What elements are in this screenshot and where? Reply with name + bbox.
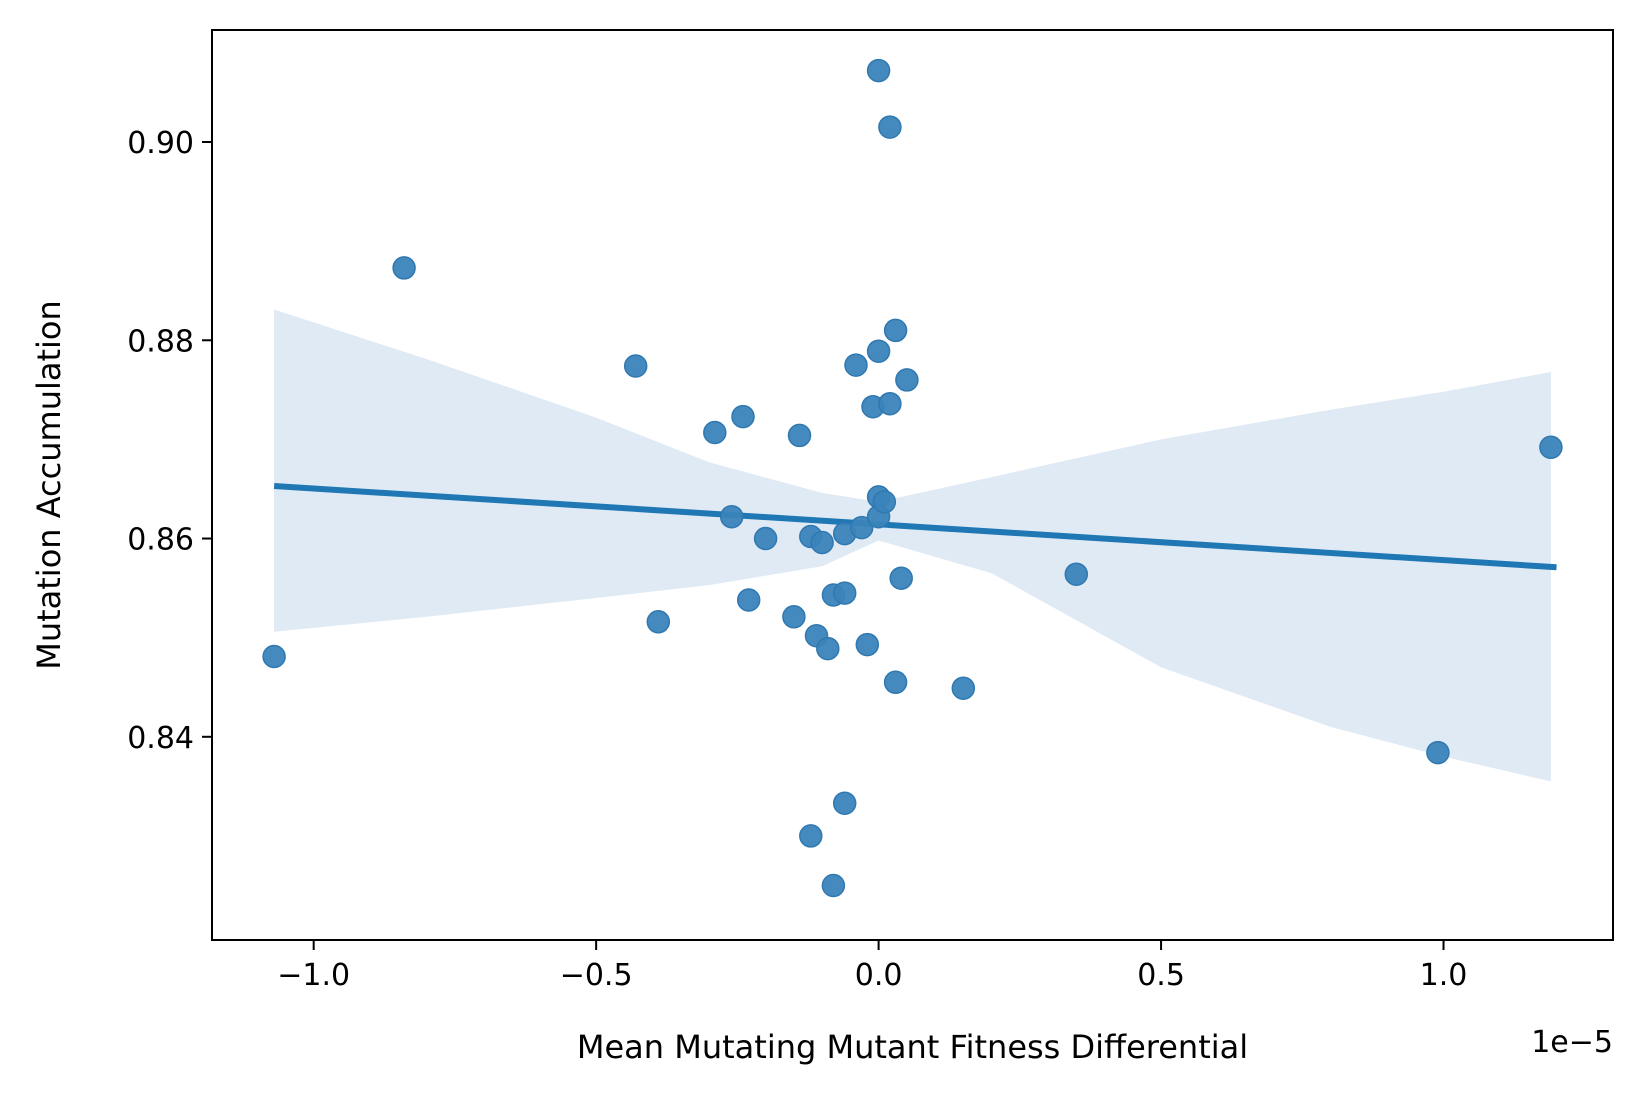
- data-point-33: [883, 670, 908, 695]
- data-point-39: [1539, 435, 1563, 460]
- data-point-7: [736, 588, 761, 612]
- data-point-18: [832, 581, 857, 605]
- data-point-1: [392, 256, 416, 280]
- data-point-17: [821, 873, 846, 898]
- x-tick-label: −0.5: [560, 958, 633, 993]
- y-tick-label: 0.84: [127, 721, 194, 756]
- plot-frame: [211, 29, 1614, 941]
- data-point-9: [782, 605, 806, 629]
- regression-line: [273, 482, 1557, 571]
- data-point-15: [816, 636, 840, 661]
- x-tick-label: 1.0: [1420, 958, 1468, 993]
- data-point-23: [855, 632, 880, 657]
- data-point-8: [753, 526, 778, 551]
- data-point-38: [1426, 740, 1450, 765]
- data-point-4: [703, 420, 727, 445]
- data-point-31: [878, 391, 902, 416]
- data-point-3: [646, 610, 671, 634]
- data-point-10: [787, 423, 812, 448]
- y-tick-label: 0.86: [127, 523, 194, 558]
- data-point-0: [262, 644, 286, 669]
- confidence-band: [274, 309, 1551, 782]
- confidence-band-layer: [274, 309, 1551, 782]
- y-ticks-layer: 0.84 0.86 0.88 0.90: [127, 126, 212, 756]
- x-ticks-layer: −1.0 −0.5 0.0 0.5 1.0: [277, 940, 1467, 993]
- data-point-29: [872, 490, 897, 514]
- data-point-32: [883, 318, 908, 343]
- data-point-36: [951, 676, 976, 700]
- y-tick-label: 0.88: [127, 324, 194, 359]
- data-point-14: [810, 530, 834, 555]
- data-point-34: [889, 566, 913, 590]
- data-point-25: [866, 339, 891, 363]
- data-point-12: [799, 824, 823, 848]
- data-point-30: [878, 115, 902, 139]
- data-point-22: [849, 515, 874, 540]
- regression-line-layer: [273, 482, 1557, 571]
- y-tick-label: 0.90: [127, 126, 194, 161]
- y-axis-label: Mutation Accumulation: [30, 300, 68, 670]
- x-tick-label: 0.0: [855, 958, 903, 993]
- data-point-2: [623, 354, 648, 378]
- x-axis-offset-label: 1e−5: [1531, 1025, 1613, 1060]
- data-points-layer: [262, 58, 1563, 898]
- data-point-37: [1064, 562, 1089, 586]
- x-tick-label: −1.0: [277, 958, 350, 993]
- data-point-6: [731, 404, 755, 429]
- data-point-35: [895, 368, 919, 392]
- data-point-20: [832, 791, 857, 815]
- data-point-21: [844, 353, 868, 377]
- x-axis-label: Mean Mutating Mutant Fitness Differentia…: [577, 1028, 1248, 1066]
- data-point-5: [719, 504, 744, 529]
- data-point-28: [866, 58, 891, 83]
- x-tick-label: 0.5: [1137, 958, 1185, 993]
